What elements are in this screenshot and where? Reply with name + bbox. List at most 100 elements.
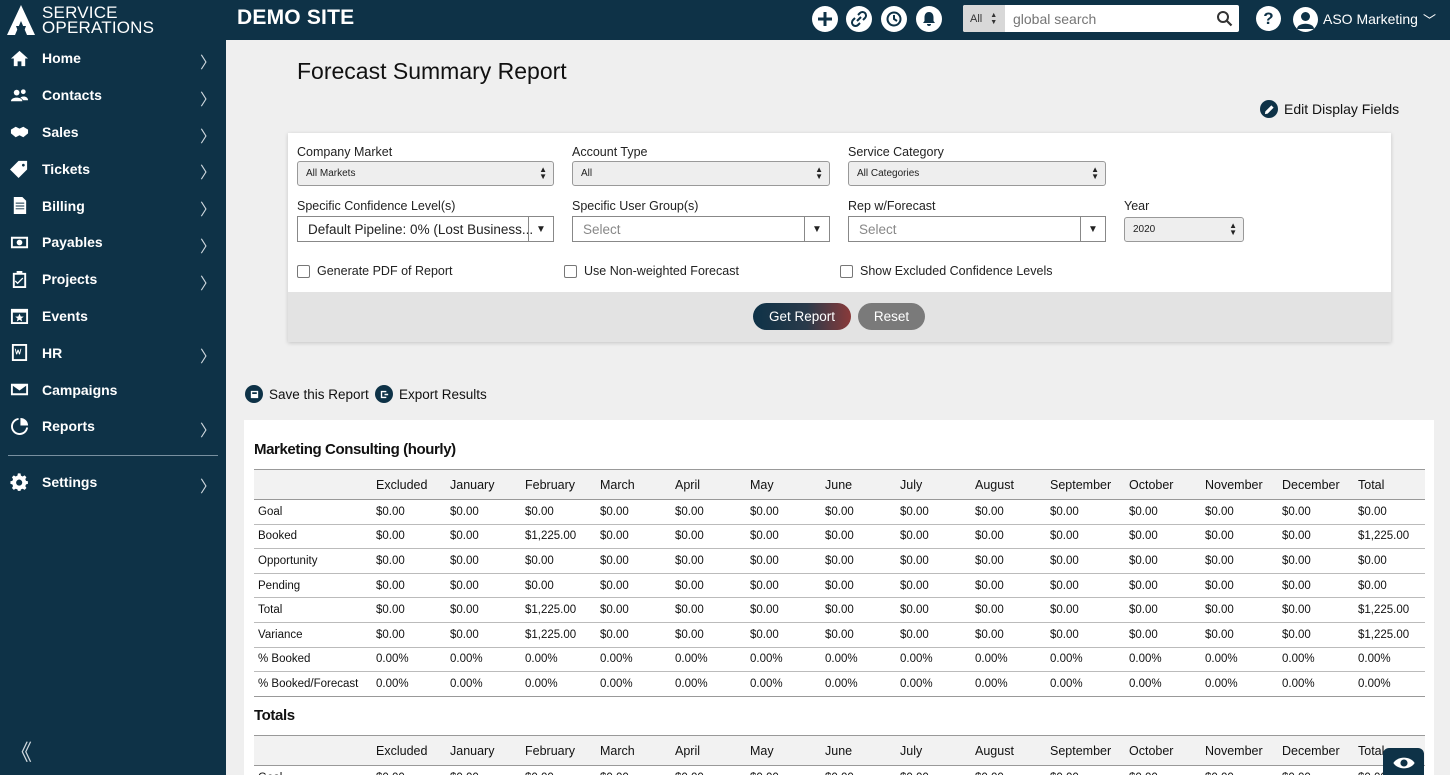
service-category-select[interactable]: All Categories ▲ ▼ — [848, 161, 1106, 186]
sidebar-item-settings[interactable]: Settings 〉 — [0, 464, 226, 501]
search-icon[interactable] — [1216, 10, 1233, 27]
edit-display-fields-link[interactable]: Edit Display Fields — [1260, 100, 1399, 118]
edit-display-fields-label: Edit Display Fields — [1284, 101, 1400, 117]
value-cell: $0.00 — [1046, 573, 1125, 599]
show-excluded-checkbox[interactable]: Show Excluded Confidence Levels — [840, 264, 1052, 278]
search-scope-select[interactable]: All ▲ ▼ — [963, 5, 1005, 32]
checkbox-box — [564, 264, 577, 278]
search-scope-value: All — [970, 12, 983, 25]
collapse-sidebar-button[interactable]: 《 — [10, 740, 33, 765]
value-cell: $0.00 — [596, 524, 671, 550]
value-cell: $0.00 — [896, 524, 971, 550]
sidebar-item-label: Campaigns — [42, 381, 118, 398]
value-cell: $0.00 — [596, 622, 671, 648]
rep-forecast-select[interactable]: Select ▼ — [848, 216, 1106, 242]
value-cell: $0.00 — [896, 597, 971, 623]
value-cell: $0.00 — [1201, 499, 1278, 525]
reports-icon — [9, 416, 29, 436]
year-select[interactable]: 2020 ▲ ▼ — [1124, 217, 1244, 242]
billing-icon — [9, 196, 29, 216]
brand-text: SERVICE OPERATIONS — [42, 4, 155, 37]
select-arrows-icon: ▲ ▼ — [815, 165, 823, 181]
table-row: Opportunity $0.00 $0.00 $0.00 $0.00 $0.00 $0.0… — [254, 548, 1425, 574]
generate-pdf-label: Generate PDF of Report — [317, 264, 453, 278]
history-icon[interactable] — [881, 6, 907, 32]
value-cell: $0.00 — [746, 622, 821, 648]
search-input[interactable] — [1005, 6, 1205, 31]
notifications-bell-icon[interactable] — [916, 6, 942, 32]
sidebar-item-label: Home — [42, 50, 81, 67]
value-cell: $0.00 — [1046, 548, 1125, 574]
brand-line-2: OPERATIONS — [42, 18, 155, 37]
generate-pdf-checkbox[interactable]: Generate PDF of Report — [297, 264, 452, 278]
sidebar-item-contacts[interactable]: Contacts 〉 — [0, 77, 226, 114]
checkbox-box — [840, 264, 853, 278]
value-cell: $0.00 — [671, 597, 746, 623]
sidebar-divider — [8, 454, 218, 456]
confidence-levels-select[interactable]: Default Pipeline: 0% (Lost Business... ▼ — [297, 216, 554, 242]
confidence-levels-value: Default Pipeline: 0% (Lost Business... — [308, 221, 534, 237]
value-cell: $0.00 — [1201, 573, 1278, 599]
value-cell: $0.00 — [521, 548, 596, 574]
value-cell: 0.00% — [1201, 647, 1278, 673]
user-groups-select[interactable]: Select ▼ — [572, 216, 830, 242]
value-cell: 0.00% — [596, 671, 671, 697]
service-category-label: Service Category — [848, 145, 944, 159]
value-cell: 0.00% — [372, 647, 446, 673]
global-search: All ▲ ▼ — [963, 5, 1239, 32]
sidebar-item-tickets[interactable]: Tickets 〉 — [0, 150, 226, 187]
help-icon[interactable]: ? — [1256, 6, 1281, 31]
account-type-select[interactable]: All ▲ ▼ — [572, 161, 830, 186]
value-cell: $0.00 — [372, 548, 446, 574]
value-cell: $0.00 — [1046, 499, 1125, 525]
column-header-january: January — [446, 469, 521, 500]
company-market-select[interactable]: All Markets ▲ ▼ — [297, 161, 554, 186]
column-header-february: February — [521, 735, 596, 766]
user-menu[interactable]: ASO Marketing ﹀ — [1293, 6, 1436, 32]
save-report-label: Save this Report — [269, 386, 369, 402]
value-cell: 0.00% — [1354, 647, 1425, 673]
value-cell: $1,225.00 — [521, 524, 596, 550]
value-cell: $0.00 — [971, 765, 1046, 775]
value-cell: 0.00% — [971, 671, 1046, 697]
sidebar-item-payables[interactable]: Payables 〉 — [0, 224, 226, 261]
value-cell: $0.00 — [746, 499, 821, 525]
value-cell: 0.00% — [1046, 647, 1125, 673]
row-label-cell: Goal — [254, 765, 372, 775]
value-cell: 0.00% — [372, 671, 446, 697]
value-cell: $0.00 — [596, 499, 671, 525]
column-header-november: November — [1201, 469, 1278, 500]
value-cell: 0.00% — [896, 647, 971, 673]
table-header-row: Excluded January February March April May June… — [254, 735, 1425, 766]
contacts-icon — [9, 85, 29, 105]
chat-widget-button[interactable] — [1383, 748, 1424, 775]
sidebar-item-sales[interactable]: Sales 〉 — [0, 114, 226, 151]
save-report-link[interactable]: Save this Report — [245, 385, 369, 403]
value-cell: $0.00 — [1201, 548, 1278, 574]
value-cell: $0.00 — [446, 622, 521, 648]
add-icon[interactable] — [812, 6, 838, 32]
sidebar-item-hr[interactable]: HR 〉 — [0, 334, 226, 371]
envelope-icon — [9, 380, 29, 400]
sidebar-item-campaigns[interactable]: Campaigns — [0, 371, 226, 408]
link-icon[interactable] — [846, 6, 872, 32]
non-weighted-checkbox[interactable]: Use Non-weighted Forecast — [564, 264, 739, 278]
value-cell: $0.00 — [446, 499, 521, 525]
export-results-link[interactable]: Export Results — [375, 385, 487, 403]
column-header-march: March — [596, 735, 671, 766]
value-cell: 0.00% — [596, 647, 671, 673]
value-cell: $0.00 — [1046, 524, 1125, 550]
logo[interactable]: SERVICE OPERATIONS — [0, 0, 226, 40]
value-cell: $0.00 — [821, 499, 896, 525]
reset-button[interactable]: Reset — [858, 303, 925, 330]
sidebar-item-home[interactable]: Home 〉 — [0, 40, 226, 77]
sidebar-item-projects[interactable]: Projects 〉 — [0, 261, 226, 298]
sidebar-item-events[interactable]: Events — [0, 298, 226, 335]
page-title: Forecast Summary Report — [297, 58, 567, 84]
ticket-icon — [9, 159, 29, 179]
get-report-button[interactable]: Get Report — [753, 303, 851, 330]
sidebar-item-reports[interactable]: Reports 〉 — [0, 408, 226, 445]
value-cell: 0.00% — [671, 671, 746, 697]
sidebar-item-billing[interactable]: Billing 〉 — [0, 187, 226, 224]
dropdown-arrow-icon: ▼ — [804, 217, 829, 241]
